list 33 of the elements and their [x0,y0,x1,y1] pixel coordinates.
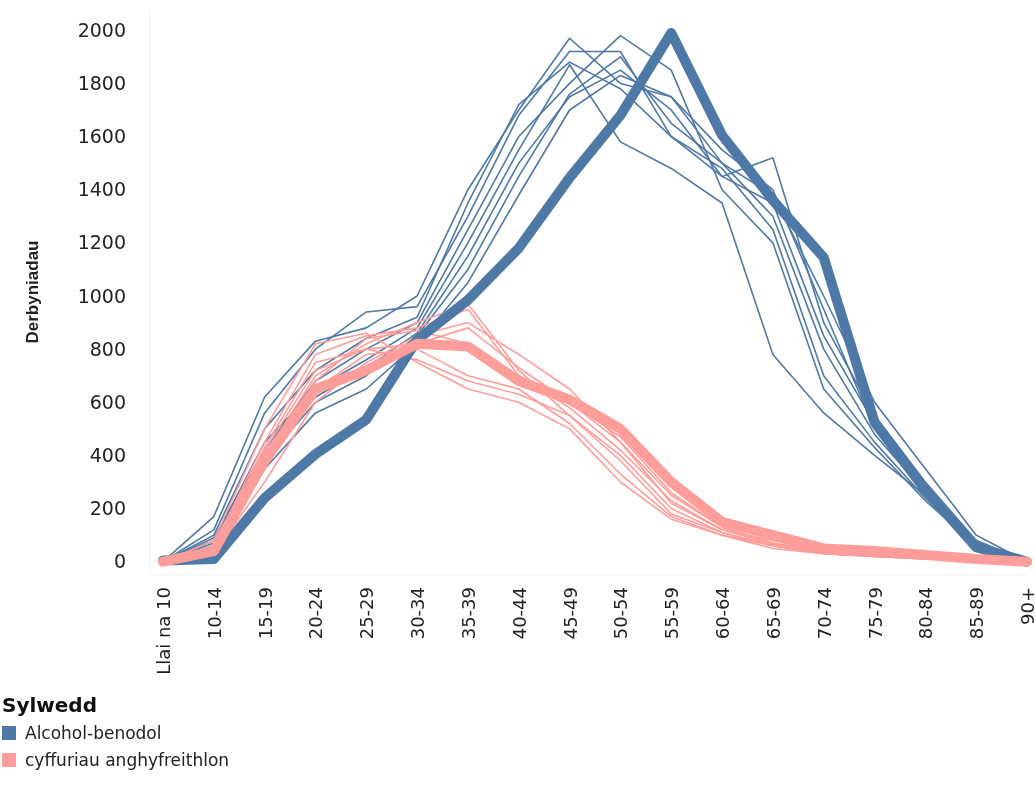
x-tick-label: 80-84 [915,587,937,640]
y-tick-label: 800 [89,337,126,360]
y-tick-label: 600 [89,390,126,413]
x-tick-label: 45-49 [559,587,581,640]
y-tick-label: 0 [113,550,126,573]
y-tick-label: 1400 [77,178,126,201]
x-tick-label: 90+ [1017,587,1035,625]
legend-title: Sylwedd [2,693,97,717]
y-tick-label: 1800 [77,72,126,95]
x-tick-label: 10-14 [203,587,225,640]
y-axis-title: Derbyniadau [23,240,42,344]
y-tick-label: 2000 [77,18,126,41]
y-tick-label: 1000 [77,284,126,307]
x-tick-label: Llai na 10 [153,587,174,675]
x-tick-label: 85-89 [966,587,988,640]
x-tick-label: 15-19 [254,587,276,640]
x-tick-label: 60-64 [712,587,734,640]
x-tick-label: 30-34 [407,587,429,640]
legend-label: cyffuriau anghyfreithlon [25,749,230,770]
x-tick-label: 50-54 [610,587,632,640]
y-tick-label: 1200 [77,231,126,254]
x-tick-label: 25-29 [356,587,378,640]
legend-label: Alcohol-benodol [25,722,162,743]
x-tick-label: 35-39 [457,587,479,640]
x-tick-label: 70-74 [813,587,835,640]
x-tick-label: 65-69 [762,587,784,640]
y-tick-label: 200 [89,497,126,520]
x-tick-label: 75-79 [864,587,886,640]
x-tick-label: 55-59 [661,587,683,640]
x-tick-label: 40-44 [508,587,530,640]
x-tick-label: 20-24 [305,587,327,640]
y-tick-label: 400 [89,444,126,467]
y-tick-label: 1600 [77,125,126,148]
